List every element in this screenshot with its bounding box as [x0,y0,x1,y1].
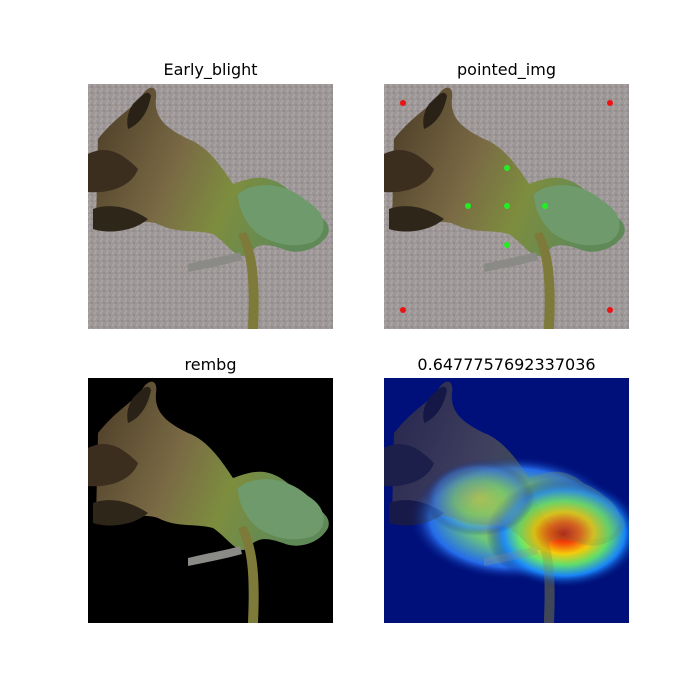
panel-title-score: 0.6477757692337036 [417,355,596,374]
original-leaf-image [88,84,333,329]
green-point [542,203,548,209]
green-point [465,203,471,209]
red-point [400,100,406,106]
panel-title-rembg: rembg [184,355,237,374]
red-point [607,100,613,106]
negative-points [400,100,613,313]
pointed-leaf-image [384,84,629,329]
panel-title-pointed: pointed_img [457,60,556,79]
green-point [504,165,510,171]
green-point [504,242,510,248]
heatmap-overlay-image [384,378,629,623]
green-point [504,203,510,209]
red-point [400,307,406,313]
rembg-leaf-image [88,378,333,623]
positive-points [465,165,548,248]
red-point [607,307,613,313]
panel-title-original: Early_blight [163,60,258,79]
